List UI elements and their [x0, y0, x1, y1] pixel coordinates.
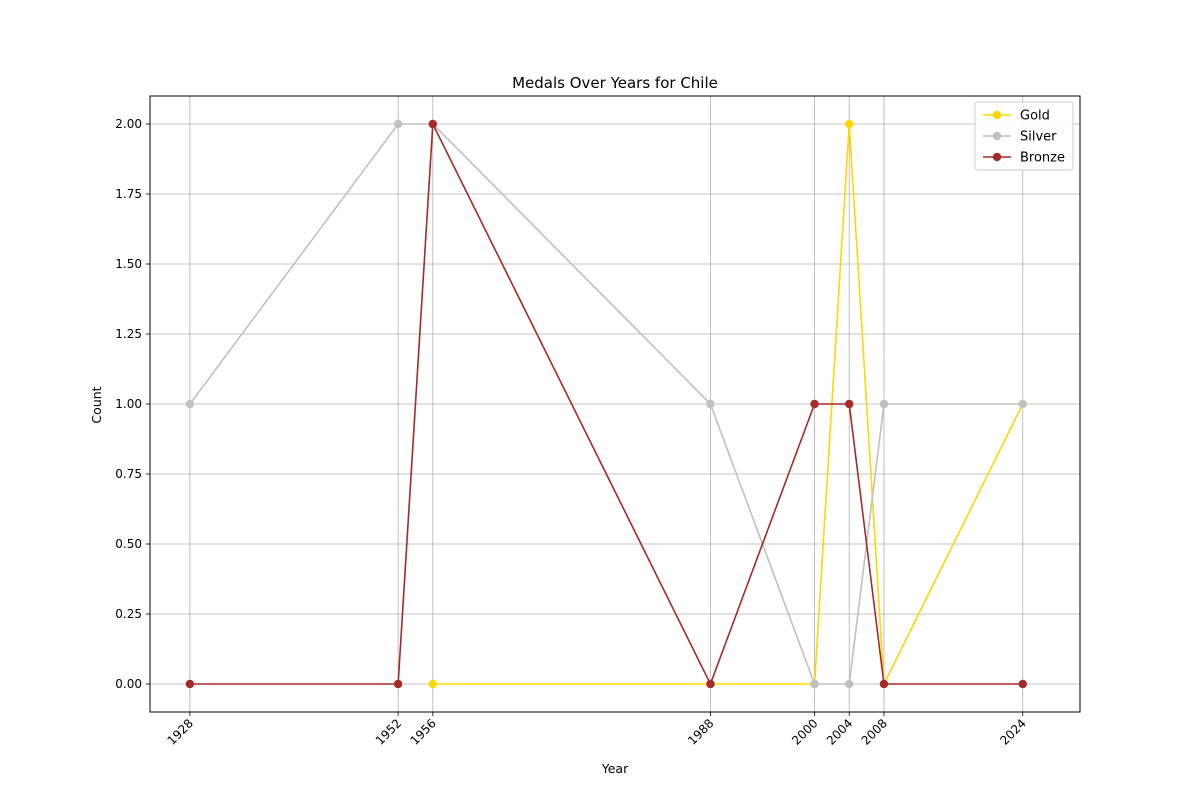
data-point-bronze — [185, 679, 195, 689]
data-point-silver — [393, 119, 403, 129]
data-point-bronze — [393, 679, 403, 689]
legend-swatch-marker — [992, 152, 1002, 162]
y-tick-label: 0.25 — [115, 607, 142, 621]
legend-swatch-marker — [992, 110, 1002, 120]
y-tick-label: 1.25 — [115, 327, 142, 341]
legend-item-gold: Gold — [983, 109, 1050, 124]
y-tick-label: 1.75 — [115, 187, 142, 201]
legend-item-bronze: Bronze — [983, 151, 1065, 166]
data-point-gold — [845, 119, 854, 129]
series-layer — [185, 119, 1027, 689]
chart-title: Medals Over Years for Chile — [512, 74, 718, 92]
data-point-bronze — [428, 119, 438, 129]
y-tick-label: 0.50 — [115, 537, 142, 551]
legend-label: Bronze — [1020, 151, 1065, 166]
legend: Gold Silver Bronze — [974, 101, 1074, 171]
data-point-bronze — [706, 679, 715, 689]
data-point-silver — [706, 399, 715, 409]
data-point-silver — [845, 679, 854, 689]
data-point-bronze — [1018, 679, 1027, 689]
data-point-silver — [879, 399, 889, 409]
legend-item-silver: Silver — [983, 130, 1057, 145]
x-axis-label: Year — [601, 761, 629, 776]
y-tick-label: 0.00 — [115, 677, 142, 691]
series-bronze — [185, 119, 1027, 689]
legend-swatch-marker — [992, 131, 1002, 141]
data-point-silver — [810, 679, 819, 689]
legend-label: Silver — [1020, 130, 1057, 145]
y-tick-label: 0.75 — [115, 467, 142, 481]
y-tick-label: 2.00 — [115, 117, 142, 131]
data-point-gold — [428, 679, 438, 689]
legend-label: Gold — [1020, 109, 1050, 124]
data-point-bronze — [810, 399, 819, 409]
data-point-bronze — [879, 679, 889, 689]
y-axis-label: Count — [89, 386, 104, 423]
y-tick-label: 1.50 — [115, 257, 142, 271]
legend-box — [974, 101, 1074, 171]
y-tick-label: 1.00 — [115, 397, 142, 411]
data-point-silver — [185, 399, 195, 409]
data-point-silver — [1018, 399, 1027, 409]
data-point-bronze — [845, 399, 854, 409]
series-line-bronze — [189, 120, 1023, 687]
